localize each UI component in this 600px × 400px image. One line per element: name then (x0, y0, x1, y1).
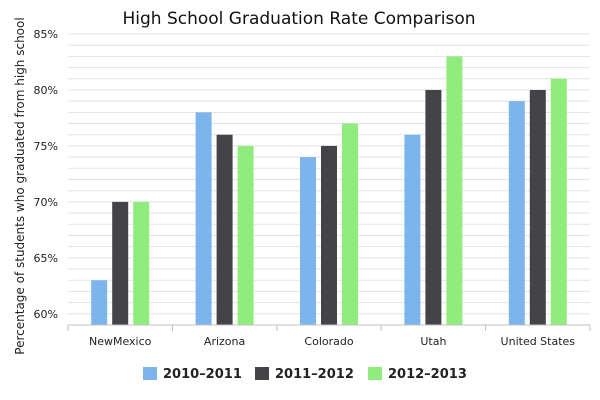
x-tick-label: Utah (420, 335, 446, 348)
chart-title: High School Graduation Rate Comparison (122, 9, 475, 29)
bar (529, 89, 546, 325)
y-axis-label: Percentage of students who graduated fro… (13, 17, 27, 354)
bar (425, 89, 442, 325)
bar (216, 134, 233, 325)
legend: 2010–2011 2011–2012 2012–2013 (143, 367, 467, 382)
legend-label: 2012–2013 (388, 367, 467, 382)
x-tick-label: Arizona (204, 335, 245, 348)
bar (112, 201, 129, 325)
x-axis-ticks: NewMexico Arizona Colorado Utah United State… (67, 325, 591, 348)
bar (91, 280, 108, 325)
bar (321, 145, 337, 325)
y-tick-label: 60% (34, 308, 58, 321)
y-axis-ticks: 60% 65% 70% 75% 80% 85% (34, 28, 58, 321)
x-tick-label: NewMexico (89, 335, 152, 348)
bar (300, 157, 316, 325)
legend-swatch (143, 367, 157, 380)
bar (237, 145, 254, 325)
legend-swatch (368, 367, 382, 380)
bar (404, 134, 421, 325)
y-tick-label: 65% (34, 252, 58, 265)
legend-label: 2011–2012 (275, 367, 354, 382)
x-tick-label: Colorado (304, 335, 353, 348)
bars (91, 56, 567, 326)
x-tick-label: United States (501, 335, 576, 348)
legend-item[interactable]: 2011–2012 (255, 367, 354, 382)
bar (342, 123, 358, 326)
y-tick-label: 75% (34, 140, 58, 153)
bar (133, 201, 150, 325)
y-tick-label: 70% (34, 196, 58, 209)
bar (195, 112, 212, 325)
bar (550, 78, 567, 326)
y-tick-label: 85% (34, 28, 58, 41)
legend-label: 2010–2011 (163, 367, 242, 382)
y-tick-label: 80% (34, 84, 58, 97)
bar (446, 56, 463, 326)
legend-swatch (255, 367, 269, 380)
legend-item[interactable]: 2010–2011 (143, 367, 242, 382)
bar (508, 101, 525, 326)
legend-item[interactable]: 2012–2013 (368, 367, 467, 382)
